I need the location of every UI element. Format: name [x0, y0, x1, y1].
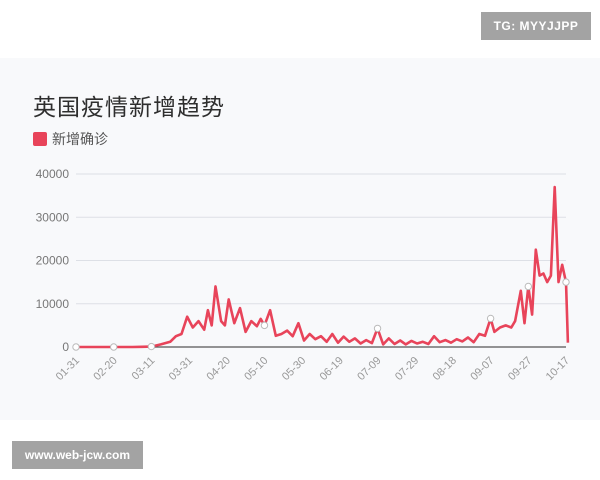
gridlines: [76, 173, 566, 348]
x-markers: [72, 278, 570, 351]
watermark-bottom: www.web-jcw.com: [12, 441, 143, 469]
chart-title: 英国疫情新增趋势: [33, 95, 225, 121]
x-tick-label: 07-09: [355, 355, 383, 383]
x-tick-label: 08-18: [431, 355, 459, 383]
legend[interactable]: 新增确诊: [33, 130, 108, 148]
y-tick-label: 10000: [36, 297, 70, 311]
x-tick-label: 05-30: [280, 355, 308, 383]
y-tick-label: 20000: [36, 254, 70, 268]
chart-card: [0, 58, 600, 420]
data-point[interactable]: [373, 324, 382, 333]
y-axis-ticks: 0 10000 20000 30000 40000: [36, 167, 70, 354]
y-tick-label: 40000: [36, 167, 70, 181]
x-tick-label: 02-20: [91, 355, 119, 383]
series-line: [76, 185, 570, 349]
data-point[interactable]: [72, 343, 80, 351]
y-tick-label: 0: [62, 340, 69, 354]
x-tick-label: 04-20: [205, 355, 233, 383]
series-layer: [76, 185, 570, 349]
watermark-top: TG: MYYJJPP: [481, 12, 591, 40]
legend-swatch: [33, 132, 47, 146]
data-point[interactable]: [260, 321, 269, 330]
y-tick-label: 30000: [36, 210, 70, 224]
x-tick-label: 01-31: [54, 355, 82, 383]
x-axis-ticks: 01-31 02-20 03-11 03-31 04-20 05-10 05-30 06-19…: [54, 355, 572, 383]
x-tick-label: 03-31: [167, 355, 195, 383]
x-tick-label: 05-10: [242, 355, 270, 383]
x-tick-label: 09-27: [506, 355, 534, 383]
x-tick-label: 07-29: [393, 355, 421, 383]
x-tick-label: 10-17: [544, 355, 572, 383]
x-tick-label: 03-11: [130, 355, 158, 383]
data-point[interactable]: [524, 282, 533, 291]
data-point[interactable]: [562, 278, 570, 286]
data-point[interactable]: [486, 314, 495, 323]
data-point[interactable]: [147, 342, 156, 351]
legend-label: 新增确诊: [52, 132, 108, 148]
x-tick-label: 06-19: [318, 355, 346, 383]
data-point[interactable]: [109, 343, 118, 351]
x-tick-label: 09-07: [468, 355, 496, 383]
